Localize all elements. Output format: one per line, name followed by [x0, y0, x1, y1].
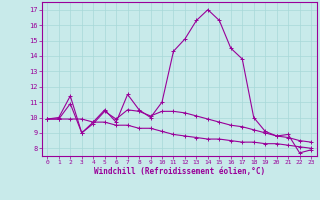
- X-axis label: Windchill (Refroidissement éolien,°C): Windchill (Refroidissement éolien,°C): [94, 167, 265, 176]
